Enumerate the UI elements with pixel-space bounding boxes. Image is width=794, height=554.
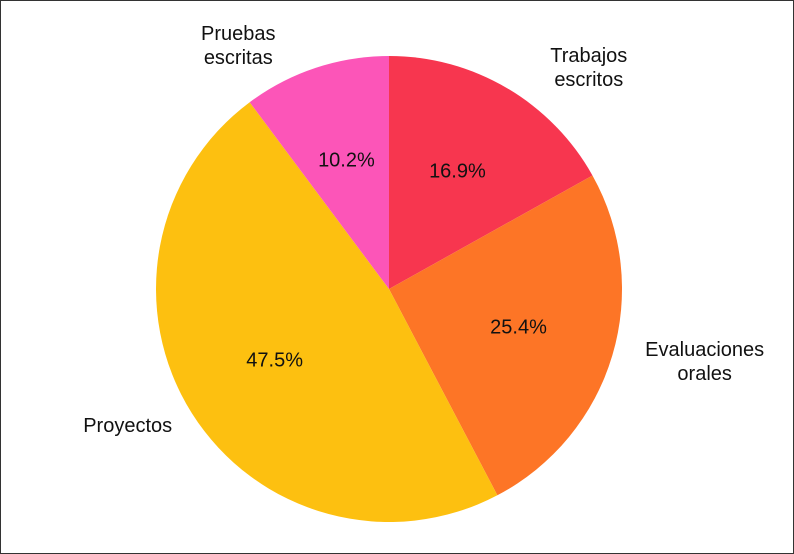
slice-value-label: 25.4% xyxy=(490,316,547,339)
slice-value-label: 10.2% xyxy=(318,149,375,172)
slice-label: Proyectos xyxy=(83,414,173,437)
slice-label: Evaluaciones orales xyxy=(645,339,765,386)
pie-slice xyxy=(249,56,389,289)
pie-slice xyxy=(389,56,593,289)
slice-value-label: 47.5% xyxy=(246,349,304,372)
slice-value-label: 16.9% xyxy=(429,160,486,183)
slice-label: Trabajos escritos xyxy=(550,44,628,91)
pie-slice xyxy=(389,175,622,496)
slice-label: Pruebas escritas xyxy=(201,22,276,69)
pie-slice xyxy=(156,102,498,522)
